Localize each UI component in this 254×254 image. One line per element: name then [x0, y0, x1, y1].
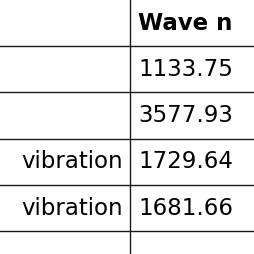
Text: vibration: vibration [21, 150, 123, 173]
Text: vibration: vibration [21, 197, 123, 219]
Text: Wave n: Wave n [138, 12, 233, 35]
Text: 1681.66: 1681.66 [138, 197, 233, 219]
Text: 1729.64: 1729.64 [138, 150, 233, 173]
Text: 3577.93: 3577.93 [138, 104, 233, 127]
Text: 1133.75: 1133.75 [138, 58, 233, 81]
